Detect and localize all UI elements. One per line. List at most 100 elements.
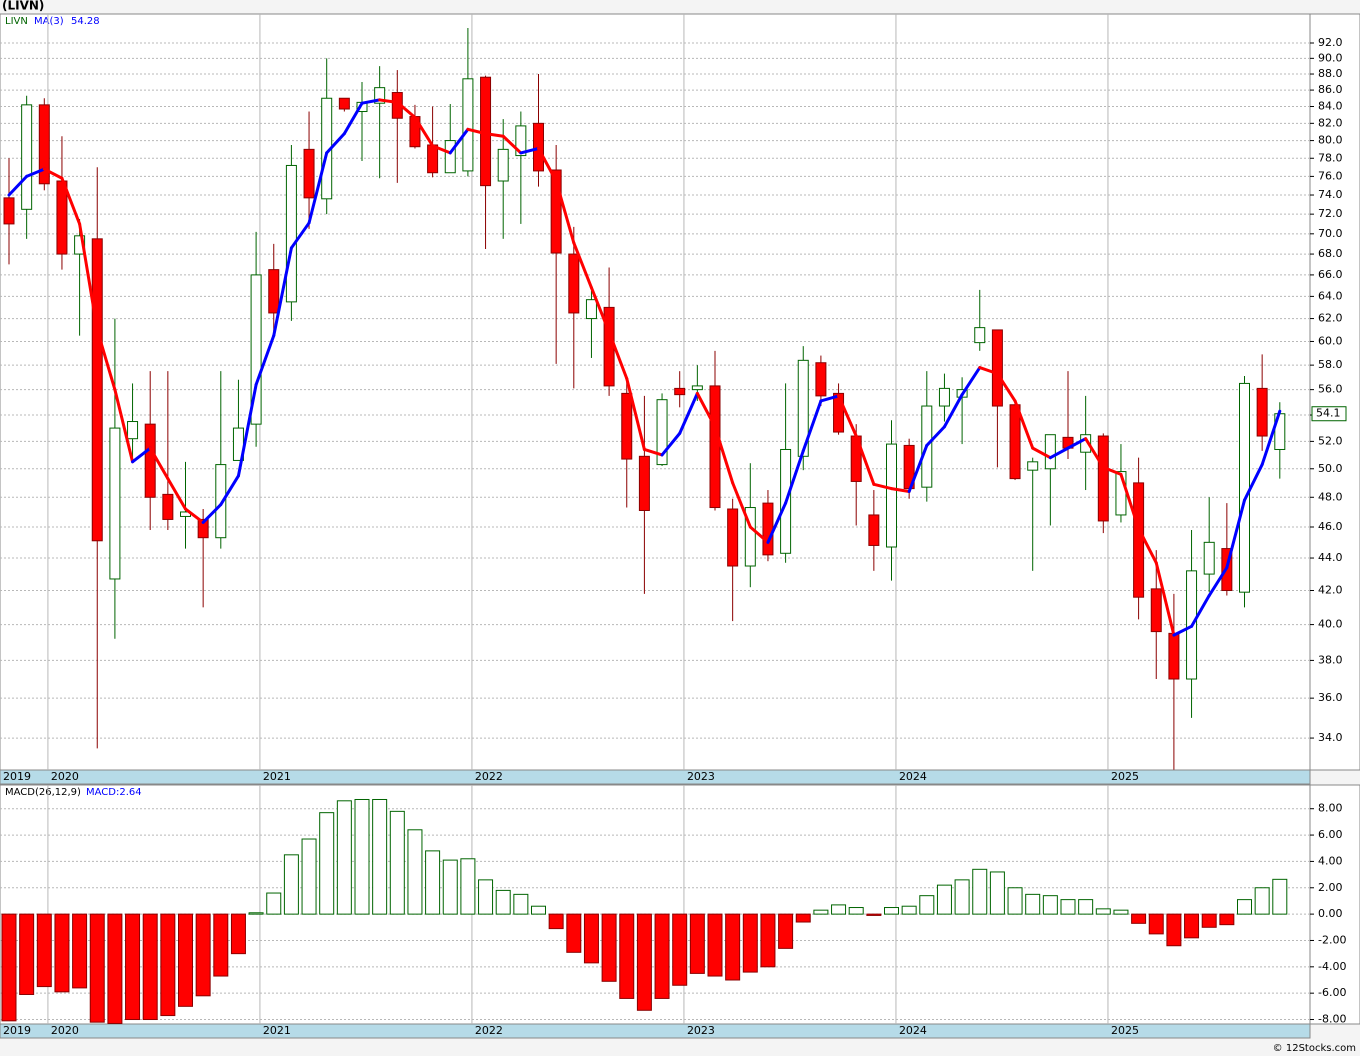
- macd-bar: [142, 913, 158, 1021]
- ma-segment: [960, 366, 982, 397]
- macd-bar: [601, 913, 617, 982]
- y-tick-label: 34.0: [1318, 731, 1343, 744]
- price-box: [1311, 406, 1347, 422]
- y-tick-label: 78.0: [1318, 151, 1343, 164]
- price-label: 54.1: [1316, 407, 1341, 420]
- macd-bar: [301, 838, 317, 915]
- ma-segment: [113, 388, 135, 464]
- y-tick-label: 46.0: [1318, 520, 1343, 533]
- candle-body: [638, 455, 650, 511]
- macd-axis-area: [1309, 784, 1360, 1025]
- candle-body: [656, 399, 668, 466]
- y-tick-label: 62.0: [1318, 312, 1343, 325]
- y-tick-label: 90.0: [1318, 51, 1343, 64]
- x-tick-label: 2020: [51, 770, 79, 783]
- ma-segment: [166, 477, 187, 511]
- macd-bar: [901, 905, 917, 915]
- x-tick-label: 2021: [263, 1024, 291, 1037]
- y-tick-label: 6.00: [1318, 828, 1343, 841]
- ma-segment: [448, 127, 470, 155]
- y-tick-label: 38.0: [1318, 653, 1343, 666]
- macd-bar: [583, 913, 599, 964]
- candle-body: [1239, 382, 1250, 593]
- macd-bar: [19, 913, 35, 995]
- x-tick-label: 2024: [899, 1024, 927, 1037]
- y-tick-label: 50.0: [1318, 462, 1343, 475]
- y-tick-label: 88.0: [1318, 67, 1343, 80]
- candle-body: [674, 387, 686, 396]
- ma-segment: [784, 449, 805, 505]
- y-tick-label: 2.00: [1318, 881, 1343, 894]
- x-tick-label: 2022: [475, 770, 503, 783]
- macd-bar: [636, 913, 652, 1011]
- ma-segment: [589, 286, 611, 334]
- ma-segment: [942, 393, 964, 429]
- macd-bar: [1184, 913, 1200, 939]
- ma-segment: [25, 167, 46, 178]
- x-tick-label: 2025: [1111, 770, 1139, 783]
- macd-bar: [1254, 887, 1270, 915]
- ma-segment: [1243, 463, 1264, 502]
- x-tick-label: 2019: [3, 1024, 31, 1037]
- ma-segment: [819, 394, 841, 403]
- macd-bar: [336, 800, 352, 915]
- macd-bar: [689, 913, 705, 974]
- candle-body: [285, 164, 297, 303]
- ma-segment: [1084, 437, 1105, 469]
- y-tick-label: 8.00: [1318, 802, 1343, 815]
- macd-bar: [566, 913, 582, 953]
- date-strip: [0, 1023, 1311, 1039]
- y-tick-label: 44.0: [1318, 551, 1343, 564]
- candle-body: [268, 269, 280, 314]
- price-axis-area: [1309, 13, 1360, 771]
- macd-bar: [548, 913, 564, 930]
- macd-bar: [919, 895, 935, 915]
- macd-bar: [813, 909, 829, 915]
- macd-bar: [266, 892, 282, 915]
- y-tick-label: -2.00: [1318, 933, 1346, 946]
- candle-body: [1097, 435, 1109, 522]
- macd-bar: [407, 829, 423, 915]
- macd-bar: [178, 913, 193, 1007]
- ma-segment: [272, 246, 293, 338]
- macd-bar: [778, 913, 794, 949]
- macd-bar: [1113, 909, 1129, 915]
- macd-bar: [1060, 899, 1076, 915]
- macd-legend-value: MACD:2.64: [86, 787, 142, 798]
- macd-bar: [1095, 908, 1111, 915]
- y-tick-label: 68.0: [1318, 247, 1343, 260]
- ma-segment: [466, 127, 488, 136]
- candle-body: [162, 493, 174, 520]
- ma-segment: [95, 328, 117, 392]
- macd-bar: [1201, 913, 1217, 928]
- macd-bar: [1042, 895, 1058, 915]
- candle-body: [550, 169, 562, 254]
- ma-segment: [1190, 594, 1211, 628]
- candle-body: [938, 387, 950, 407]
- candle-body: [303, 148, 315, 199]
- ma-segment: [378, 98, 399, 104]
- macd-bar: [54, 913, 70, 993]
- ma-segment: [307, 151, 329, 225]
- y-tick-label: -4.00: [1318, 960, 1346, 973]
- ma-segment: [607, 330, 629, 381]
- ma-segment: [360, 98, 382, 105]
- ma-segment: [1101, 465, 1123, 476]
- ma-segment: [201, 503, 223, 524]
- candle-body: [1080, 434, 1092, 453]
- candle-body: [427, 144, 439, 174]
- macd-bar: [36, 913, 52, 988]
- candle-body: [886, 443, 897, 548]
- macd-bar: [954, 879, 970, 915]
- y-tick-label: 82.0: [1318, 116, 1343, 129]
- macd-bar: [195, 913, 211, 997]
- y-tick-label: 64.0: [1318, 289, 1343, 302]
- macd-bar: [654, 913, 670, 999]
- macd-bar: [495, 889, 511, 915]
- candle-body: [1027, 461, 1039, 471]
- candle-body: [1256, 387, 1268, 437]
- ma-segment: [731, 481, 752, 529]
- macd-bar: [213, 913, 229, 977]
- macd-bar: [72, 913, 88, 989]
